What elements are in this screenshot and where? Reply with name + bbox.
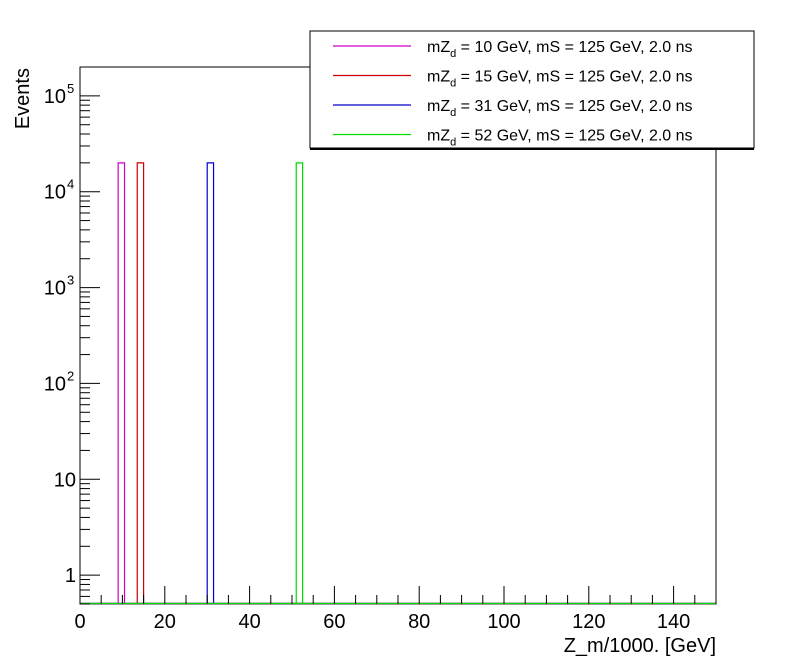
y-tick-exponent: 4 bbox=[67, 177, 74, 192]
series-1-bar bbox=[117, 162, 126, 604]
y-tick-label: 10 bbox=[44, 373, 66, 395]
y-tick-label: 1 bbox=[65, 565, 76, 587]
y-axis-title: Events bbox=[12, 68, 34, 129]
legend-label-2: mZd = 15 GeV, mS = 125 GeV, 2.0 ns bbox=[427, 69, 693, 90]
y-tick-label: 10 bbox=[44, 278, 66, 300]
legend: mZd = 10 GeV, mS = 125 GeV, 2.0 ns mZd = … bbox=[309, 30, 755, 150]
x-tick-label: 80 bbox=[408, 611, 430, 633]
y-tick-label: 10 bbox=[54, 469, 76, 491]
x-tick-label: 0 bbox=[74, 611, 85, 633]
y-tick-label: 10 bbox=[44, 182, 66, 204]
series-3-bar bbox=[206, 162, 215, 604]
y-tick-label: 10 bbox=[44, 86, 66, 108]
legend-box bbox=[309, 30, 755, 149]
x-axis-title: Z_m/1000. [GeV] bbox=[564, 635, 716, 657]
y-tick-exponent: 2 bbox=[67, 368, 74, 383]
x-tick-label: 20 bbox=[154, 611, 176, 633]
x-tick-label: 100 bbox=[487, 611, 520, 633]
x-tick-label: 120 bbox=[572, 611, 605, 633]
x-tick-label: 140 bbox=[657, 611, 690, 633]
x-tick-label: 40 bbox=[238, 611, 260, 633]
legend-label-4: mZd = 52 GeV, mS = 125 GeV, 2.0 ns bbox=[427, 128, 693, 149]
y-tick-exponent: 3 bbox=[67, 273, 74, 288]
legend-label-1: mZd = 10 GeV, mS = 125 GeV, 2.0 ns bbox=[427, 39, 693, 60]
legend-shadow bbox=[310, 148, 754, 150]
x-axis-ticks: 0 20 40 60 80 100 120 140 bbox=[74, 586, 717, 633]
legend-label-3: mZd = 31 GeV, mS = 125 GeV, 2.0 ns bbox=[427, 98, 693, 119]
y-tick-exponent: 5 bbox=[67, 81, 74, 96]
series-2-bar bbox=[136, 162, 145, 604]
x-tick-label: 60 bbox=[323, 611, 345, 633]
series-4-bar bbox=[295, 162, 304, 604]
